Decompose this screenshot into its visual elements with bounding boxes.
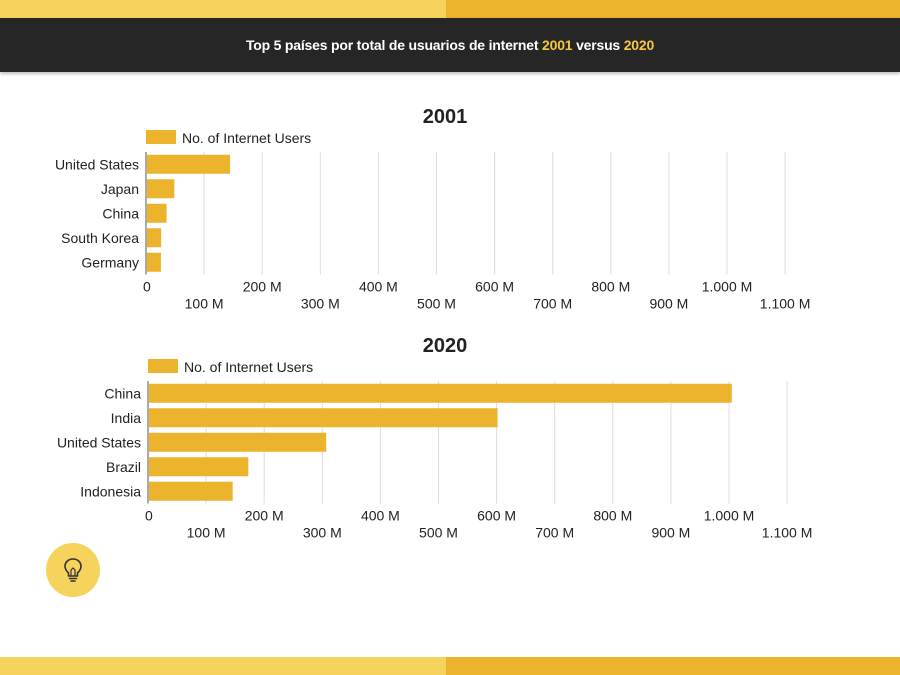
tick-label: 400 M — [361, 508, 400, 524]
category-label: Brazil — [106, 459, 141, 475]
tick-label: 700 M — [535, 525, 574, 541]
tick-label: 300 M — [301, 296, 340, 312]
chart-title: 2001 — [423, 106, 468, 128]
bottom-stripe-dark — [446, 657, 900, 675]
tick-label: 600 M — [477, 508, 516, 524]
top-stripe-light — [0, 0, 446, 18]
chart-2020: 2020 No. of Internet Users China India Unite… — [57, 335, 812, 541]
header-title-prefix: Top 5 países por total de usuarios de in… — [245, 37, 543, 53]
charts-area: 2001 No. of Internet Users United States Ja… — [55, 106, 812, 541]
tick-label: 1.100 M — [760, 296, 811, 312]
tick-label: 300 M — [303, 525, 342, 541]
tick-label: 400 M — [359, 279, 398, 295]
tick-label: 0 — [143, 279, 151, 295]
header-bar: Top 5 países por total de usuarios de in… — [0, 18, 900, 72]
legend-label: No. of Internet Users — [182, 130, 311, 146]
category-label: Indonesia — [80, 483, 141, 499]
tick-label: 100 M — [187, 525, 226, 541]
bar-brazil — [149, 457, 249, 477]
tick-label: 800 M — [591, 279, 630, 295]
chart-2001: 2001 No. of Internet Users United States Ja… — [55, 106, 810, 312]
bottom-accent-stripe — [0, 657, 900, 675]
tick-label: 0 — [145, 508, 153, 524]
bottom-stripe-light — [0, 657, 446, 675]
category-label: China — [104, 385, 141, 401]
bar-china — [149, 383, 732, 403]
category-label: Germany — [81, 254, 139, 270]
header-title-middle: versus — [572, 37, 624, 53]
tick-label: 900 M — [649, 296, 688, 312]
tip-button[interactable] — [46, 543, 100, 597]
lightbulb-icon — [64, 558, 82, 582]
header-year-a: 2001 — [542, 37, 573, 53]
tick-label: 200 M — [243, 279, 282, 295]
category-label: United States — [57, 434, 141, 450]
tick-label: 900 M — [651, 525, 690, 541]
tick-label: 100 M — [185, 296, 224, 312]
bar-germany — [147, 252, 161, 272]
category-label: China — [102, 205, 139, 221]
bar-china — [147, 203, 167, 223]
legend-label: No. of Internet Users — [184, 359, 313, 375]
category-label: United States — [55, 156, 139, 172]
top-stripe-dark — [446, 0, 900, 18]
bar-united-states — [147, 154, 231, 174]
legend-swatch — [148, 359, 178, 373]
category-label: South Korea — [61, 230, 139, 246]
tick-label: 700 M — [533, 296, 572, 312]
category-label: Japan — [101, 181, 139, 197]
tick-label: 500 M — [417, 296, 456, 312]
bar-japan — [147, 179, 175, 199]
tick-label: 800 M — [593, 508, 632, 524]
header-year-b: 2020 — [623, 37, 655, 53]
bar-south-korea — [147, 228, 162, 248]
tick-label: 1.000 M — [704, 508, 755, 524]
chart-title: 2020 — [423, 335, 468, 357]
tick-label: 200 M — [245, 508, 284, 524]
bar-indonesia — [149, 481, 233, 501]
bar-india — [149, 408, 498, 428]
legend-swatch — [146, 130, 176, 144]
tick-label: 600 M — [475, 279, 514, 295]
tick-label: 1.100 M — [762, 525, 813, 541]
bar-united-states — [149, 432, 327, 452]
category-label: India — [111, 410, 142, 426]
tick-label: 1.000 M — [702, 279, 753, 295]
tick-label: 500 M — [419, 525, 458, 541]
top-accent-stripe — [0, 0, 900, 18]
